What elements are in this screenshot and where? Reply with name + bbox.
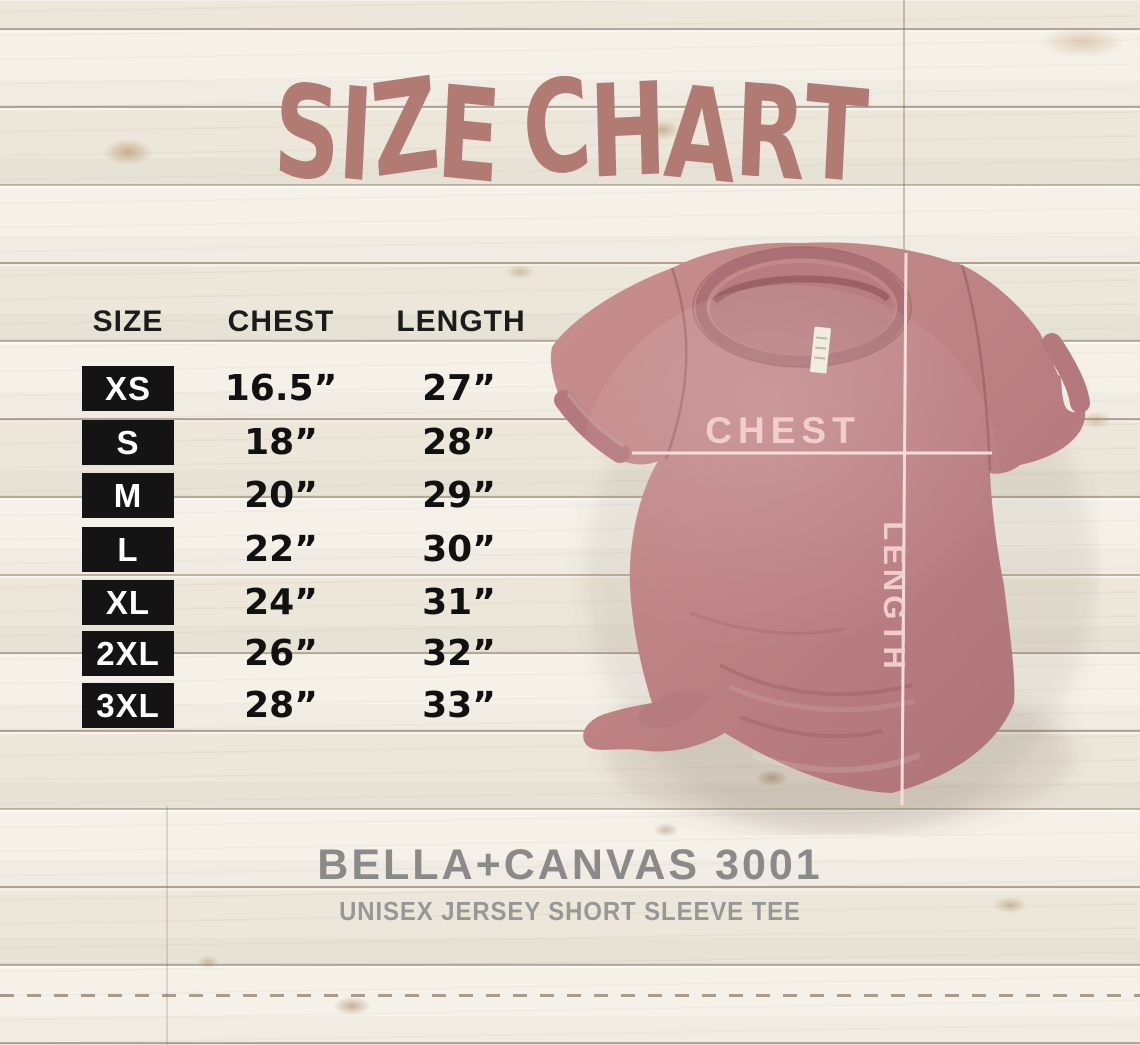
length-measure-line: [900, 252, 908, 806]
table-row: L 22” 30”: [0, 527, 560, 573]
column-header-chest: CHEST: [227, 305, 335, 338]
column-header-size: SIZE: [92, 305, 164, 338]
fabric-sheen: [580, 285, 1000, 665]
table-row: XS 16.5” 27”: [0, 366, 560, 412]
wood-seam-dashed: [0, 994, 1140, 997]
size-label: S: [82, 420, 174, 465]
length-value: 27”: [422, 368, 496, 409]
wood-joint-line: [903, 0, 905, 253]
product-subtitle: UNISEX JERSEY SHORT SLEEVE TEE: [339, 896, 801, 926]
column-header-length: LENGTH: [396, 305, 526, 338]
table-row: M 20” 29”: [0, 473, 560, 519]
size-label: 2XL: [82, 631, 174, 676]
length-value: 31”: [422, 582, 496, 623]
chest-value: 26”: [244, 633, 318, 674]
wrinkle-highlight: [729, 684, 915, 713]
shirt-knot: [637, 690, 710, 729]
length-value: 30”: [422, 529, 496, 570]
tshirt-photo: CHEST LENGTH: [540, 235, 1100, 840]
length-value: 28”: [422, 422, 496, 463]
length-value: 29”: [422, 475, 496, 516]
size-label: XL: [82, 580, 174, 625]
size-label: L: [82, 527, 174, 572]
size-label: XS: [82, 366, 174, 411]
size-label: 3XL: [82, 683, 174, 728]
wood-joint-line: [166, 806, 168, 1045]
table-row: XL 24” 31”: [0, 580, 560, 626]
rolled-cuff: [1042, 333, 1090, 413]
size-table: SIZE CHEST LENGTH XS 16.5” 27” S 18” 28”…: [0, 0, 560, 780]
chest-value: 24”: [244, 582, 318, 623]
length-value: 33”: [422, 685, 496, 726]
tshirt-illustration: CHEST LENGTH: [550, 242, 1095, 840]
chest-value: 22”: [244, 529, 318, 570]
length-value: 32”: [422, 633, 496, 674]
wrinkle: [719, 663, 913, 697]
chest-value: 18”: [244, 422, 318, 463]
chest-value: 20”: [244, 475, 318, 516]
chest-value: 16.5”: [224, 368, 338, 409]
table-row: 3XL 28” 33”: [0, 683, 560, 729]
chest-value: 28”: [244, 685, 318, 726]
wrinkle: [739, 715, 883, 739]
collar-inner-shadow: [712, 275, 891, 304]
length-measure-label: LENGTH: [877, 521, 912, 672]
product-name: BELLA+CANVAS 3001: [317, 841, 823, 889]
table-row: 2XL 26” 32”: [0, 631, 560, 677]
chest-measure-label: CHEST: [705, 410, 860, 451]
size-label: M: [82, 473, 174, 518]
table-row: S 18” 28”: [0, 420, 560, 466]
